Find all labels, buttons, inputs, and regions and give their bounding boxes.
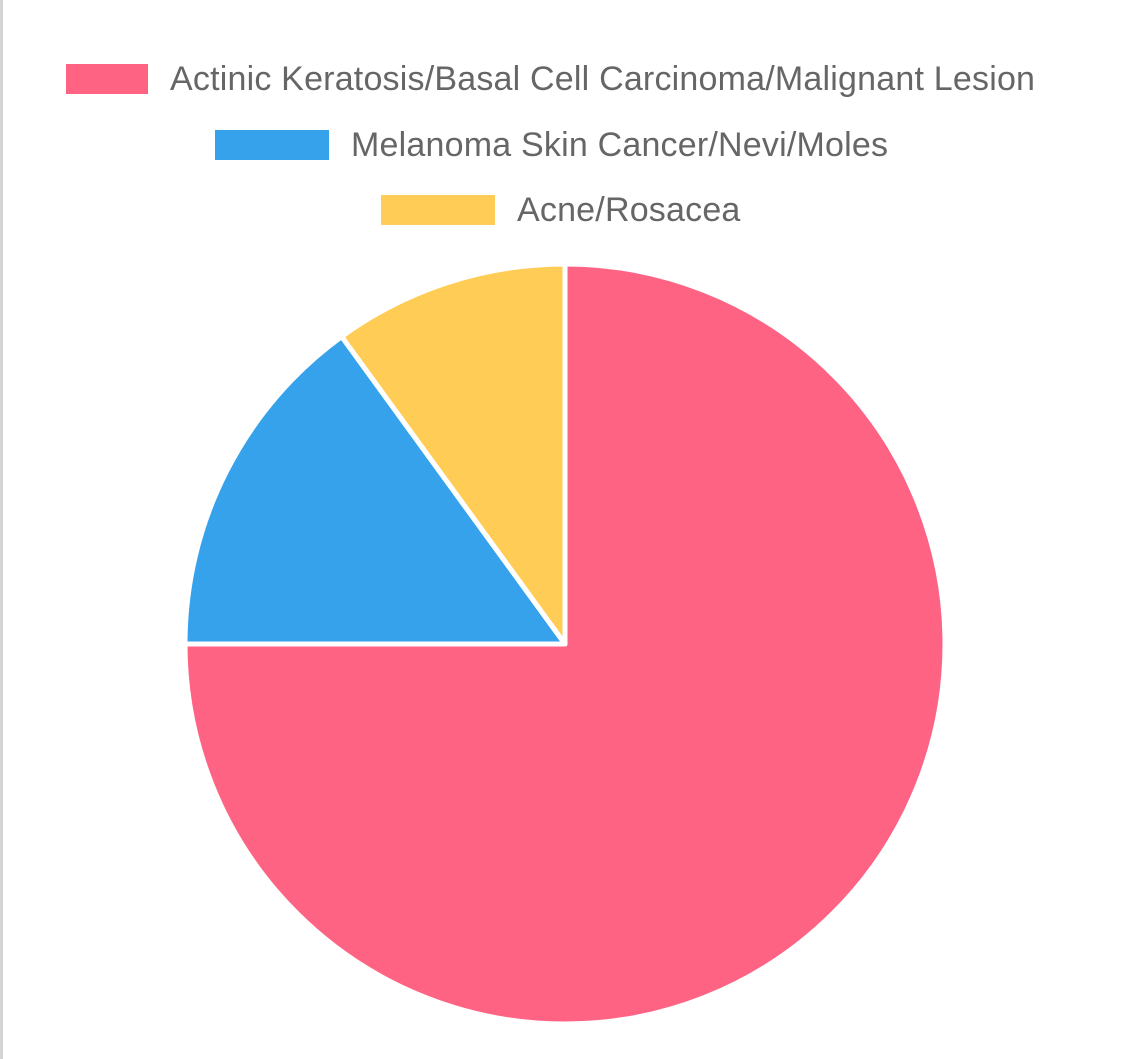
pie-slices: [182, 261, 948, 1027]
legend-label-acne-rosacea: Acne/Rosacea: [517, 190, 741, 229]
legend-swatch-melanoma: [215, 130, 329, 160]
legend-item-actinic-keratosis[interactable]: Actinic Keratosis/Basal Cell Carcinoma/M…: [66, 59, 1063, 99]
pie-slice-acne-rosacea[interactable]: [339, 261, 568, 647]
pie-slice-melanoma[interactable]: [182, 334, 568, 647]
legend-label-actinic-keratosis: Actinic Keratosis/Basal Cell Carcinoma/M…: [170, 59, 1036, 98]
legend-item-melanoma[interactable]: Melanoma Skin Cancer/Nevi/Moles: [215, 125, 935, 165]
legend-item-acne-rosacea[interactable]: Acne/Rosacea: [381, 190, 801, 230]
legend-swatch-actinic-keratosis: [66, 64, 148, 94]
pie-chart: [182, 261, 948, 1027]
legend-label-melanoma: Melanoma Skin Cancer/Nevi/Moles: [351, 125, 889, 164]
legend-swatch-acne-rosacea: [381, 195, 495, 225]
